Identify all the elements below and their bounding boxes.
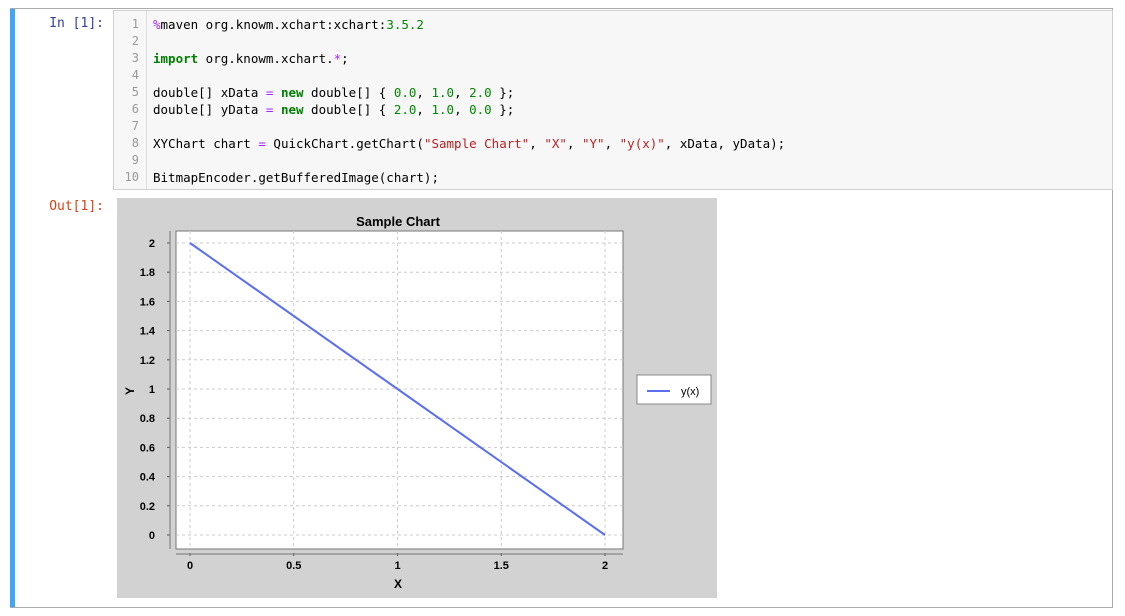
- code-token: XYChart chart: [153, 136, 259, 151]
- code-token: =: [265, 85, 274, 100]
- code-token: maven org.knowm.xchart:xchart:: [160, 17, 387, 32]
- y-tick-label: 0: [149, 530, 155, 542]
- line-number: 2: [131, 34, 139, 48]
- code-token: ,: [566, 136, 582, 151]
- line-number: 9: [131, 153, 139, 167]
- code-token: "Sample Chart": [423, 136, 530, 151]
- y-tick-label: 1.8: [140, 267, 155, 279]
- code-token: ,: [454, 85, 470, 100]
- cell-selection-bar: [10, 8, 15, 608]
- code-token: new: [280, 85, 304, 100]
- code-token: ,: [604, 136, 620, 151]
- code-line: BitmapEncoder.getBufferedImage(chart);: [153, 170, 439, 185]
- code-token: double[] xData: [153, 85, 266, 100]
- legend-box: [636, 374, 712, 405]
- code-token: 2.0: [393, 102, 417, 117]
- code-token: 2.0: [469, 85, 492, 100]
- code-token: QuickChart.getChart(: [265, 136, 424, 151]
- code-token: double[] {: [303, 85, 394, 100]
- code-token: double[] yData: [153, 102, 266, 117]
- code-line: XYChart chart = QuickChart.getChart("Sam…: [153, 136, 785, 151]
- code-token: =: [265, 102, 274, 117]
- code-token: ,: [416, 102, 432, 117]
- code-token: "X": [544, 136, 567, 151]
- output-prompt: Out[1]:: [49, 199, 104, 214]
- y-tick-label: 0.8: [140, 413, 155, 425]
- line-number: 8: [131, 136, 139, 150]
- code-line: double[] yData = new double[] { 2.0, 1.0…: [153, 102, 514, 117]
- y-tick-label: 1: [149, 384, 155, 396]
- code-token: BitmapEncoder.getBufferedImage(chart);: [153, 170, 439, 185]
- legend-label: y(x): [681, 386, 699, 398]
- code-token: ,: [529, 136, 545, 151]
- y-tick-label: 2: [149, 238, 155, 250]
- notebook-cell[interactable]: [10, 8, 1113, 608]
- code-token: ,: [454, 102, 470, 117]
- code-token: 0.0: [469, 102, 492, 117]
- line-number: 4: [131, 68, 139, 82]
- code-token: };: [491, 102, 515, 117]
- line-number: 6: [131, 102, 139, 116]
- code-line: double[] xData = new double[] { 0.0, 1.0…: [153, 85, 514, 100]
- series-line: [189, 242, 606, 536]
- line-number-gutter: [114, 11, 147, 189]
- code-token: double[] {: [303, 102, 394, 117]
- code-token: *: [333, 51, 342, 66]
- code-token: org.knowm.xchart.: [198, 51, 334, 66]
- line-number: 1: [131, 17, 139, 31]
- x-axis-label: X: [394, 577, 402, 591]
- y-tick-label: 1.2: [140, 355, 155, 367]
- code-line: import org.knowm.xchart.*;: [153, 51, 349, 66]
- y-axis-label: Y: [123, 387, 137, 395]
- code-token: , xData, yData);: [664, 136, 786, 151]
- line-number: 7: [131, 119, 139, 133]
- code-token: ;: [341, 51, 349, 66]
- code-token: "y(x)": [619, 136, 665, 151]
- code-token: %: [153, 17, 161, 32]
- code-token: };: [491, 85, 515, 100]
- x-tick-label: 1: [394, 560, 400, 572]
- line-number: 10: [124, 170, 139, 184]
- y-tick-label: 0.4: [140, 472, 156, 484]
- line-number: 3: [131, 51, 139, 65]
- x-tick-label: 0: [187, 560, 193, 572]
- code-editor[interactable]: 1 %maven org.knowm.xchart:xchart:3.5.2 2 3 i…: [113, 10, 1113, 190]
- code-token: new: [280, 102, 304, 117]
- x-tick-label: 0.5: [286, 560, 301, 572]
- code-token: [273, 102, 281, 117]
- y-tick-label: 0.2: [140, 501, 155, 513]
- y-tick-label: 1.4: [140, 326, 156, 338]
- input-prompt: In [1]:: [49, 16, 104, 31]
- y-tick-label: 0.6: [140, 442, 155, 454]
- code-token: ,: [416, 85, 432, 100]
- code-token: "Y": [582, 136, 605, 151]
- code-token: 1.0: [431, 85, 455, 100]
- code-token: 3.5.2: [386, 17, 424, 32]
- y-tick-label: 1.6: [140, 296, 155, 308]
- x-tick-label: 2: [602, 560, 608, 572]
- x-tick-label: 1.5: [494, 560, 509, 572]
- chart-title: Sample Chart: [356, 214, 440, 229]
- line-number: 5: [131, 85, 139, 99]
- code-token: =: [258, 136, 266, 151]
- chart-svg: Sample Chart 0 0.5 1 1.5 2 0 0.2 0.4 0.6 0.8 1 1.2 1.…: [123, 214, 712, 591]
- code-token: 0.0: [393, 85, 417, 100]
- chart-output: Sample Chart 0 0.5 1 1.5 2 0 0.2 0.4 0.6 0.8 1 1.2 1.…: [117, 198, 717, 598]
- code-line: %maven org.knowm.xchart:xchart:3.5.2: [153, 17, 424, 32]
- code-token: import: [153, 51, 199, 66]
- code-token: [273, 85, 281, 100]
- code-token: 1.0: [431, 102, 455, 117]
